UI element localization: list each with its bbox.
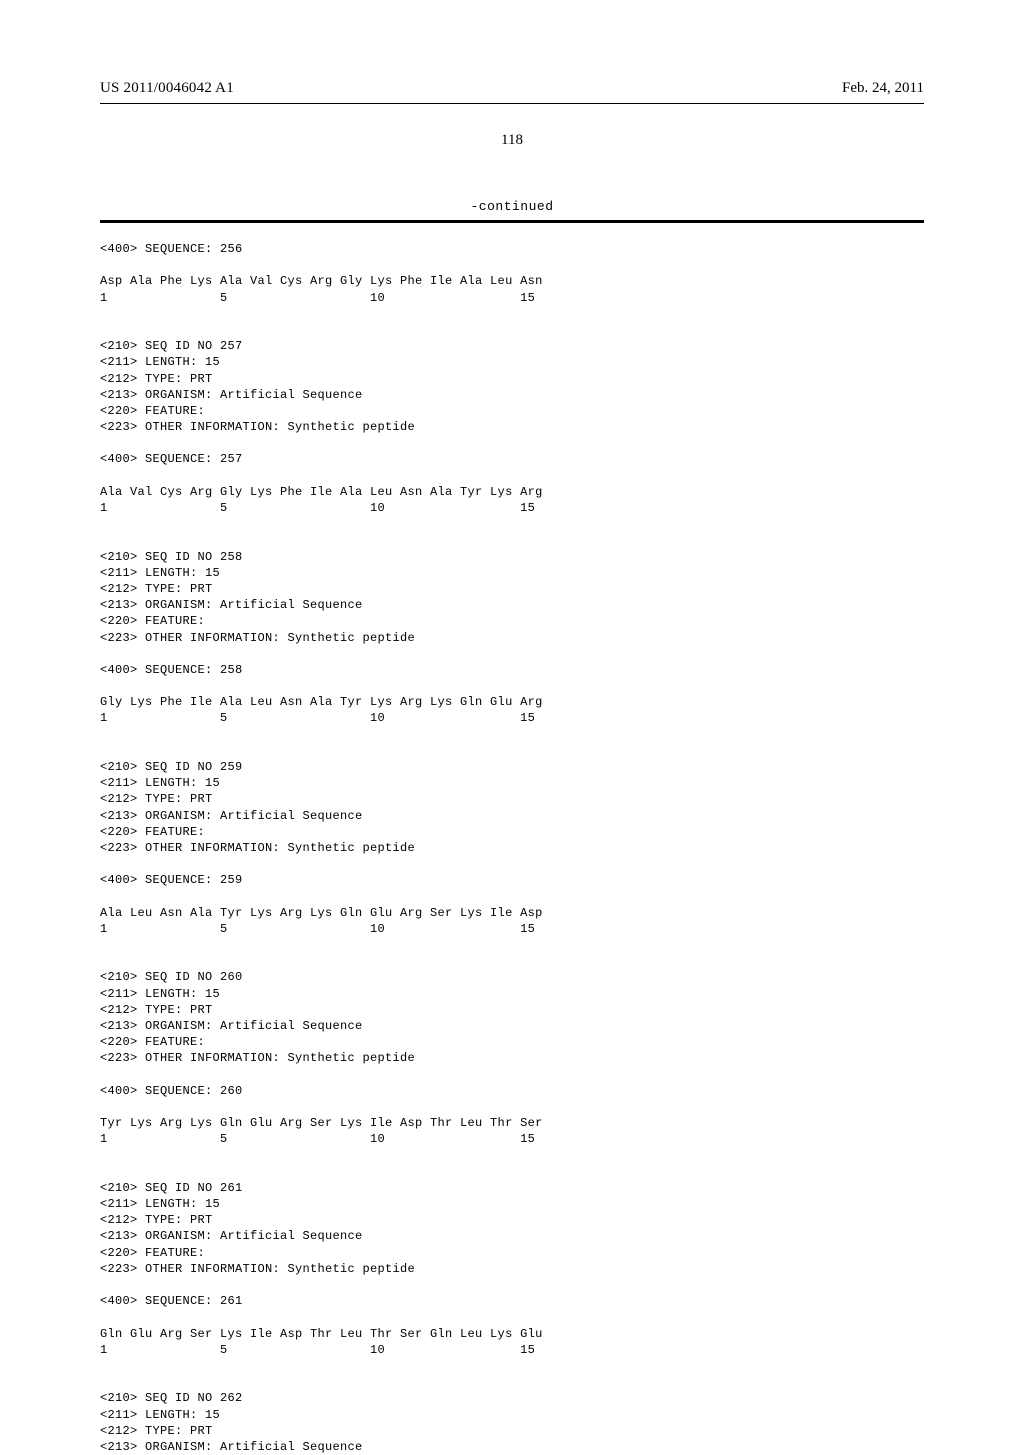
- page-header: US 2011/0046042 A1 Feb. 24, 2011: [100, 80, 924, 97]
- continued-label: -continued: [100, 199, 924, 214]
- patent-page: US 2011/0046042 A1 Feb. 24, 2011 118 -co…: [0, 0, 1024, 1320]
- publication-date: Feb. 24, 2011: [842, 80, 924, 97]
- page-number: 118: [100, 132, 924, 149]
- header-divider: [100, 103, 924, 104]
- sequence-listing: <400> SEQUENCE: 256 Asp Ala Phe Lys Ala …: [100, 241, 924, 1455]
- section-divider: [100, 220, 924, 223]
- publication-number: US 2011/0046042 A1: [100, 80, 234, 97]
